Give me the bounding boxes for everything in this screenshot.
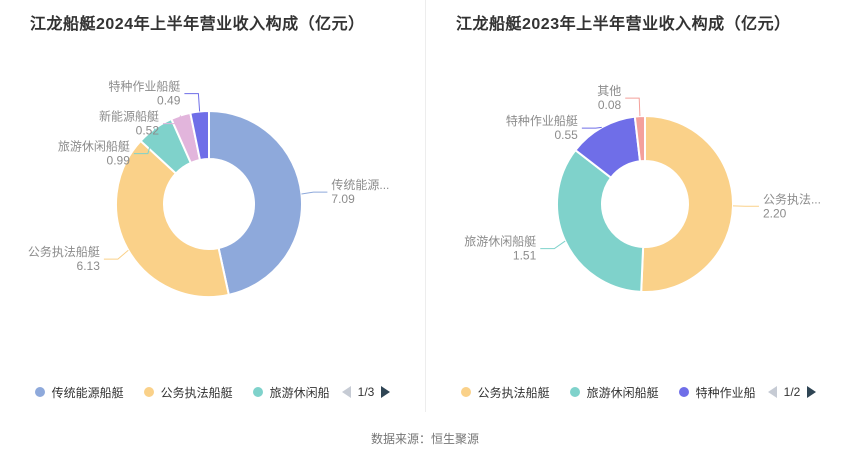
legend-item[interactable]: 公务执法船艇	[143, 384, 233, 401]
slice-label: 新能源船艇 0.52	[99, 109, 159, 138]
legend-item[interactable]: 旅游休闲船艇	[569, 384, 659, 401]
label-leader-line	[581, 126, 602, 129]
legend-item-label: 公务执法船艇	[160, 385, 233, 400]
legend-swatch-icon	[143, 387, 154, 397]
legend-item-label: 旅游休闲船	[269, 385, 330, 400]
legend-item-label: 特种作业船	[695, 385, 756, 400]
label-leader-line	[301, 191, 328, 195]
donut-slice-0[interactable]	[208, 109, 303, 297]
legend-item-label: 传统能源船艇	[51, 385, 124, 400]
legend-next-icon[interactable]	[381, 386, 391, 398]
chart-title-2023: 江龙船艇2023年上半年营业收入构成（亿元）	[456, 16, 791, 33]
slice-label: 公务执法... 2.20	[763, 191, 821, 220]
label-leader-line	[133, 128, 156, 155]
donut-slice-1[interactable]	[556, 148, 645, 293]
legend-swatch-icon	[34, 387, 45, 397]
slice-label: 特种作业船艇 0.55	[506, 113, 578, 142]
legend-swatch-icon	[252, 387, 263, 397]
legend-row-2024: 传统能源船艇 公务执法船艇 旅游休闲船 1/3	[0, 384, 425, 400]
slice-label: 公务执法船艇 6.13	[28, 244, 100, 273]
legend-swatch-icon	[460, 387, 471, 397]
label-leader-line	[163, 115, 182, 125]
data-source-note: 数据来源：恒生聚源	[370, 432, 479, 446]
legend-row-2023: 公务执法船艇 旅游休闲船艇 特种作业船 1/2	[426, 384, 850, 400]
label-leader-line	[184, 93, 201, 112]
label-leader-line	[625, 97, 641, 117]
legend-prev-icon[interactable]	[341, 386, 351, 398]
slice-label: 其他 0.08	[597, 84, 621, 112]
slice-label: 旅游休闲船艇 0.99	[58, 140, 130, 168]
legend-pager-2023: 1/2	[767, 385, 817, 399]
legend-next-icon[interactable]	[807, 386, 817, 398]
label-leader-line	[103, 249, 129, 260]
legend-item[interactable]: 公务执法船艇	[460, 384, 550, 401]
slice-label: 传统能源... 7.09	[331, 177, 389, 206]
legend-2024: 传统能源船艇 公务执法船艇 旅游休闲船	[34, 384, 330, 401]
legend-item-label: 公务执法船艇	[477, 385, 550, 400]
chart-panel-2024: 江龙船艇2024年上半年营业收入构成（亿元） 传统能源... 7.09 公务执法船艇…	[0, 0, 425, 412]
legend-item-label: 旅游休闲船艇	[586, 385, 659, 400]
slice-label: 旅游休闲船艇 1.51	[464, 235, 536, 263]
legend-2023: 公务执法船艇 旅游休闲船艇 特种作业船	[460, 384, 756, 401]
slice-label: 特种作业船艇 0.49	[108, 79, 180, 108]
legend-prev-icon[interactable]	[767, 386, 777, 398]
chart-title-2024: 江龙船艇2024年上半年营业收入构成（亿元）	[30, 16, 365, 33]
legend-item[interactable]: 传统能源船艇	[34, 384, 124, 401]
label-leader-line	[540, 240, 566, 250]
donut-slice-4[interactable]	[189, 109, 210, 162]
legend-swatch-icon	[569, 387, 580, 397]
donut-chart-2023: 公务执法... 2.20 旅游休闲船艇 1.51 特种作业船艇 0.55 其他 0.08	[464, 84, 821, 293]
donut-slice-1[interactable]	[115, 139, 231, 298]
donut-slice-3[interactable]	[633, 114, 646, 163]
legend-page-indicator: 1/2	[783, 385, 801, 399]
legend-item[interactable]: 特种作业船	[678, 384, 756, 401]
legend-page-indicator: 1/3	[357, 385, 375, 399]
legend-swatch-icon	[678, 387, 689, 397]
legend-pager-2024: 1/3	[341, 385, 391, 399]
chart-panel-2023: 江龙船艇2023年上半年营业收入构成（亿元） 公务执法... 2.20 旅游休闲船艇…	[425, 0, 850, 412]
donut-slice-0[interactable]	[640, 114, 734, 293]
legend-item[interactable]: 旅游休闲船	[252, 384, 330, 401]
